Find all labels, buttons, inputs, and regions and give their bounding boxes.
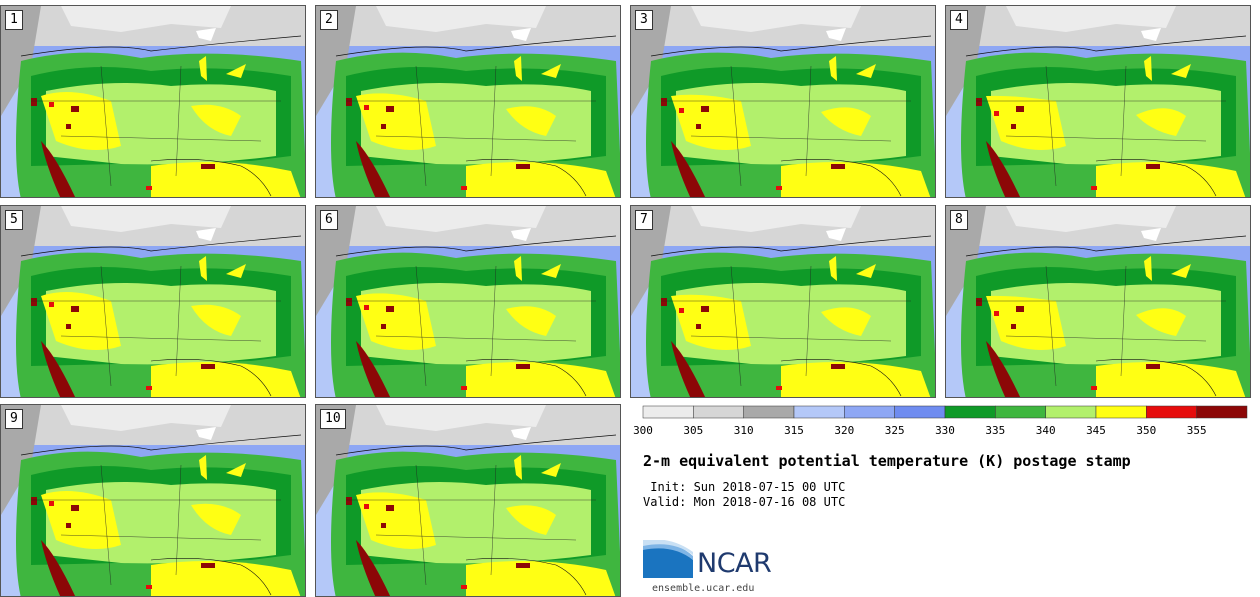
- map-panel-3: 3: [630, 5, 936, 198]
- colorbar-bin: [1146, 405, 1197, 419]
- panel-number: 8: [950, 210, 968, 230]
- colorbar-tick-label: 355: [1186, 424, 1207, 437]
- map-panel-7: 7: [630, 205, 936, 398]
- map-image: [631, 206, 935, 397]
- map-image: [1, 405, 305, 596]
- panel-number: 10: [320, 409, 346, 429]
- colorbar-bin: [894, 405, 946, 419]
- init-time: Init: Sun 2018-07-15 00 UTC: [643, 480, 846, 494]
- map-panel-9: 9: [0, 404, 306, 597]
- colorbar-bin: [693, 405, 744, 419]
- map-panel-4: 4: [945, 5, 1251, 198]
- panel-number: 7: [635, 210, 653, 230]
- colorbar-bin: [1196, 405, 1248, 419]
- map-panel-6: 6: [315, 205, 621, 398]
- map-image: [316, 6, 620, 197]
- map-image: [946, 6, 1250, 197]
- map-image: [1, 206, 305, 397]
- ncar-logo-text: NCAR: [697, 548, 772, 579]
- colorbar-bin: [1045, 405, 1097, 419]
- colorbar-bin: [743, 405, 795, 419]
- colorbar-bin: [995, 405, 1046, 419]
- site-url: ensemble.ucar.edu: [652, 583, 755, 594]
- valid-time: Valid: Mon 2018-07-16 08 UTC: [643, 495, 846, 509]
- colorbar-tick-label: 340: [1035, 424, 1056, 437]
- panel-number: 1: [5, 10, 23, 30]
- map-image: [1, 6, 305, 197]
- map-image: [316, 405, 620, 596]
- colorbar-tick-label: 305: [683, 424, 704, 437]
- panel-number: 9: [5, 409, 23, 429]
- colorbar-bin: [944, 405, 996, 419]
- map-image: [316, 206, 620, 397]
- colorbar-tick-label: 310: [733, 424, 754, 437]
- map-image: [946, 206, 1250, 397]
- panel-number: 3: [635, 10, 653, 30]
- map-panel-8: 8: [945, 205, 1251, 398]
- panel-number: 2: [320, 10, 338, 30]
- panel-number: 4: [950, 10, 968, 30]
- colorbar-bin: [642, 405, 694, 419]
- colorbar-tick-label: 300: [633, 424, 653, 437]
- colorbar-bin: [793, 405, 845, 419]
- panel-number: 5: [5, 210, 23, 230]
- panel-number: 6: [320, 210, 338, 230]
- figure-title: 2-m equivalent potential temperature (K)…: [643, 452, 1131, 470]
- colorbar-tick-label: 330: [935, 424, 955, 437]
- colorbar-tick-label: 325: [884, 424, 905, 437]
- colorbar-tick-label: 345: [1086, 424, 1106, 437]
- colorbar-bin: [844, 405, 895, 419]
- ncar-logo: [643, 540, 693, 578]
- colorbar-tick-label: 350: [1136, 424, 1157, 437]
- map-panel-1: 1: [0, 5, 306, 198]
- map-panel-2: 2: [315, 5, 621, 198]
- colorbar-tick-label: 335: [985, 424, 1006, 437]
- colorbar-tick-label: 315: [784, 424, 804, 437]
- colorbar: [642, 405, 1248, 419]
- colorbar-bin: [1095, 405, 1147, 419]
- map-panel-10: 10: [315, 404, 621, 597]
- map-image: [631, 6, 935, 197]
- colorbar-tick-label: 320: [834, 424, 855, 437]
- map-panel-5: 5: [0, 205, 306, 398]
